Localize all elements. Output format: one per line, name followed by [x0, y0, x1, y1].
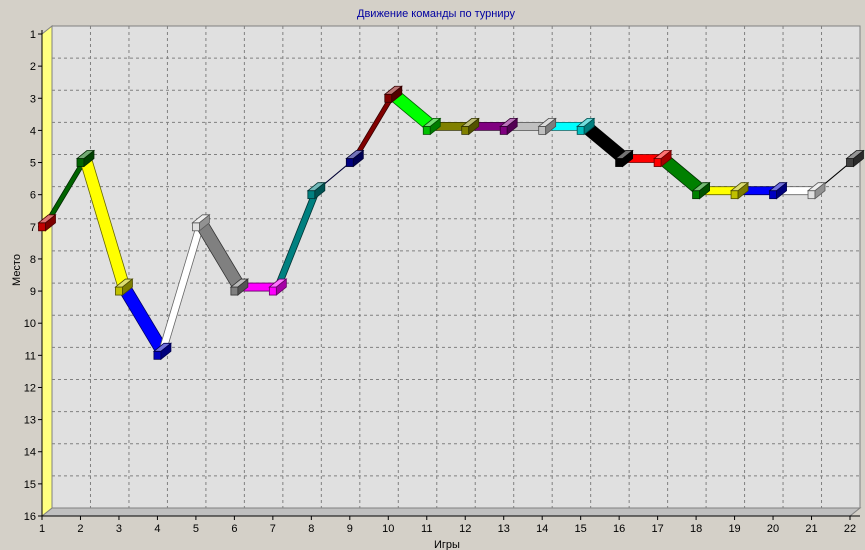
data-point-marker-side	[391, 85, 403, 104]
data-point-marker-side	[199, 213, 210, 232]
x-tick-label: 13	[498, 523, 510, 535]
x-tick-label: 16	[613, 523, 625, 535]
data-point-marker-front	[499, 126, 508, 135]
data-point-marker-side	[352, 149, 364, 168]
data-point-marker-side	[622, 149, 634, 168]
y-tick-label: 16	[24, 511, 36, 523]
x-tick-label: 1	[39, 523, 45, 535]
data-point-marker-side	[699, 181, 710, 200]
data-point-marker-front	[692, 190, 700, 200]
data-point-marker-front	[615, 158, 624, 167]
data-point-marker-side	[468, 117, 480, 136]
x-tick-label: 20	[767, 523, 779, 535]
y-tick-label: 9	[30, 286, 36, 298]
data-point-marker-side	[160, 342, 172, 361]
data-point-marker-side	[122, 278, 133, 296]
x-tick-label: 3	[116, 523, 122, 535]
data-point-marker-side	[737, 181, 749, 200]
data-point-marker-front	[115, 286, 123, 296]
data-point-marker-front	[76, 158, 85, 167]
x-tick-label: 14	[536, 523, 548, 535]
y-tick-label: 15	[24, 479, 36, 491]
chart-title: Движение команды по турниру	[357, 8, 515, 20]
x-tick-label: 7	[270, 523, 276, 535]
y-tick-label: 13	[24, 415, 36, 427]
data-point-marker-front	[153, 350, 162, 360]
data-point-marker-side	[660, 149, 672, 168]
x-tick-label: 2	[77, 523, 83, 535]
plot-back-wall	[51, 25, 861, 509]
x-tick-label: 8	[308, 523, 314, 535]
data-point-marker-front	[576, 126, 585, 135]
data-point-marker-front	[307, 190, 316, 200]
data-point-marker-side	[429, 117, 441, 136]
plot-left-wall	[41, 24, 53, 518]
data-point-marker-side	[814, 181, 826, 200]
data-point-marker-front	[846, 158, 854, 167]
data-point-marker-side	[237, 278, 249, 296]
data-point-marker-front	[268, 286, 277, 296]
data-point-marker-front	[807, 190, 816, 200]
y-tick-label: 14	[24, 447, 36, 459]
data-point-marker-front	[461, 126, 470, 135]
data-point-marker-front	[345, 158, 354, 167]
data-point-marker-side	[83, 149, 95, 168]
data-point-marker-side	[583, 117, 595, 136]
data-point-marker-front	[384, 93, 393, 103]
x-tick-label: 9	[347, 523, 353, 535]
data-point-marker-side	[776, 181, 787, 200]
x-tick-label: 6	[231, 523, 237, 535]
data-point-marker-front	[653, 158, 662, 167]
x-tick-label: 11	[421, 523, 432, 535]
x-axis-label: Игры	[434, 539, 460, 550]
y-tick-label: 2	[30, 61, 36, 73]
y-tick-label: 12	[24, 382, 36, 394]
y-tick-label: 10	[24, 318, 36, 330]
data-point-marker-front	[422, 126, 431, 135]
y-tick-label: 3	[30, 93, 36, 105]
data-point-marker-front	[192, 222, 200, 232]
data-point-marker-side	[545, 117, 557, 136]
x-tick-label: 4	[154, 523, 160, 535]
y-tick-label: 5	[30, 158, 36, 170]
data-point-marker-front	[38, 222, 46, 232]
y-axis-label: Место	[11, 254, 23, 286]
y-tick-label: 7	[30, 222, 36, 234]
data-point-marker-front	[538, 126, 547, 135]
data-point-marker-side	[853, 149, 864, 168]
x-tick-label: 19	[728, 523, 740, 535]
data-point-marker-front	[769, 190, 777, 200]
y-tick-label: 11	[25, 350, 36, 362]
y-tick-label: 8	[30, 254, 36, 266]
x-tick-label: 22	[844, 523, 856, 535]
y-tick-label: 4	[30, 125, 36, 137]
data-point-marker-side	[506, 117, 518, 136]
data-point-marker-front	[730, 190, 739, 200]
x-tick-label: 15	[575, 523, 587, 535]
plot-floor	[40, 507, 862, 517]
data-point-marker-front	[230, 286, 239, 296]
x-tick-label: 17	[651, 523, 663, 535]
data-point-marker-side	[314, 181, 326, 200]
data-point-marker-side	[275, 278, 287, 296]
x-tick-label: 21	[805, 523, 817, 535]
data-point-marker-side	[45, 213, 56, 232]
y-tick-label: 6	[30, 190, 36, 202]
x-tick-label: 18	[690, 523, 702, 535]
x-tick-label: 5	[193, 523, 199, 535]
x-tick-label: 12	[459, 523, 471, 535]
y-tick-label: 1	[30, 29, 36, 41]
x-tick-label: 10	[382, 523, 394, 535]
